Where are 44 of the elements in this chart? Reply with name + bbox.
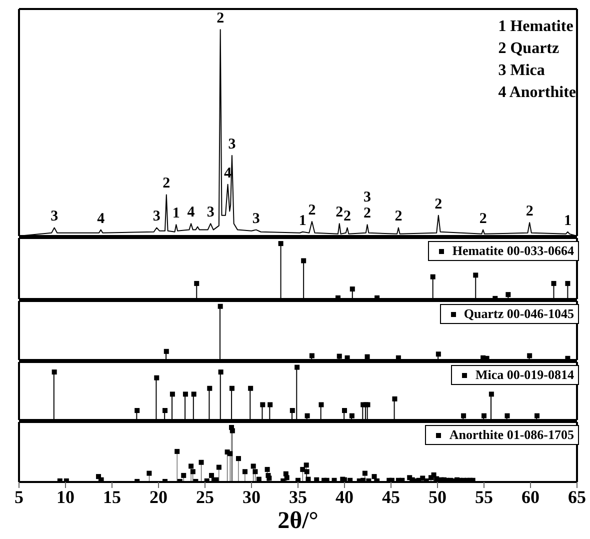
x-tick-label: 30: [242, 486, 260, 507]
x-tick-label: 5: [14, 486, 24, 507]
x-tick-label: 20: [150, 486, 168, 507]
annotation: 1: [298, 212, 306, 229]
legend-label: Anorthite 01-086-1705: [449, 427, 574, 443]
annotation: 2: [308, 202, 316, 219]
annotation: 3: [206, 204, 214, 221]
annotation: 3: [228, 136, 236, 153]
annotation: 2: [344, 208, 352, 225]
annotation: 1: [172, 206, 180, 222]
annotation: 2: [434, 196, 442, 212]
annotation: 4: [187, 204, 196, 221]
annotation: 4: [97, 210, 106, 227]
annotation: 2: [364, 206, 372, 222]
legend-label: Quartz 00-046-1045: [464, 306, 574, 322]
annotation: 2: [394, 208, 402, 225]
annotation: 1: [564, 212, 572, 229]
annotation: 4: [224, 165, 232, 182]
annotation: 3: [152, 208, 160, 225]
annotation: 2: [336, 204, 344, 221]
annotation: 4 Anorthite: [498, 83, 576, 103]
annotation: 3: [50, 208, 58, 225]
x-axis-title: 2θ/°: [278, 508, 318, 534]
legend-label: Hematite 00-033-0664: [452, 243, 574, 259]
x-tick-label: 15: [103, 486, 121, 507]
annotation: 2: [526, 204, 534, 220]
x-tick-label: 10: [56, 486, 74, 507]
annotation: 2: [216, 10, 224, 27]
annotation: 1 Hematite: [498, 17, 574, 37]
x-tick-label: 35: [289, 486, 307, 507]
x-tick-label: 25: [196, 486, 214, 507]
x-tick-label: 50: [428, 486, 446, 507]
x-tick-label: 60: [522, 486, 540, 507]
x-tick-label: 65: [568, 486, 586, 507]
annotation: 3: [252, 210, 260, 227]
legend-label: Mica 00-019-0814: [475, 367, 574, 383]
annotation: 3 Mica: [498, 61, 546, 81]
annotation: 3: [364, 190, 372, 206]
annotation: 2: [162, 176, 170, 192]
annotation: 2 Quartz: [498, 39, 560, 59]
x-tick-label: 40: [336, 486, 354, 507]
x-tick-label: 55: [475, 486, 493, 507]
x-tick-label: 45: [382, 486, 400, 507]
annotation: 2: [479, 210, 487, 227]
